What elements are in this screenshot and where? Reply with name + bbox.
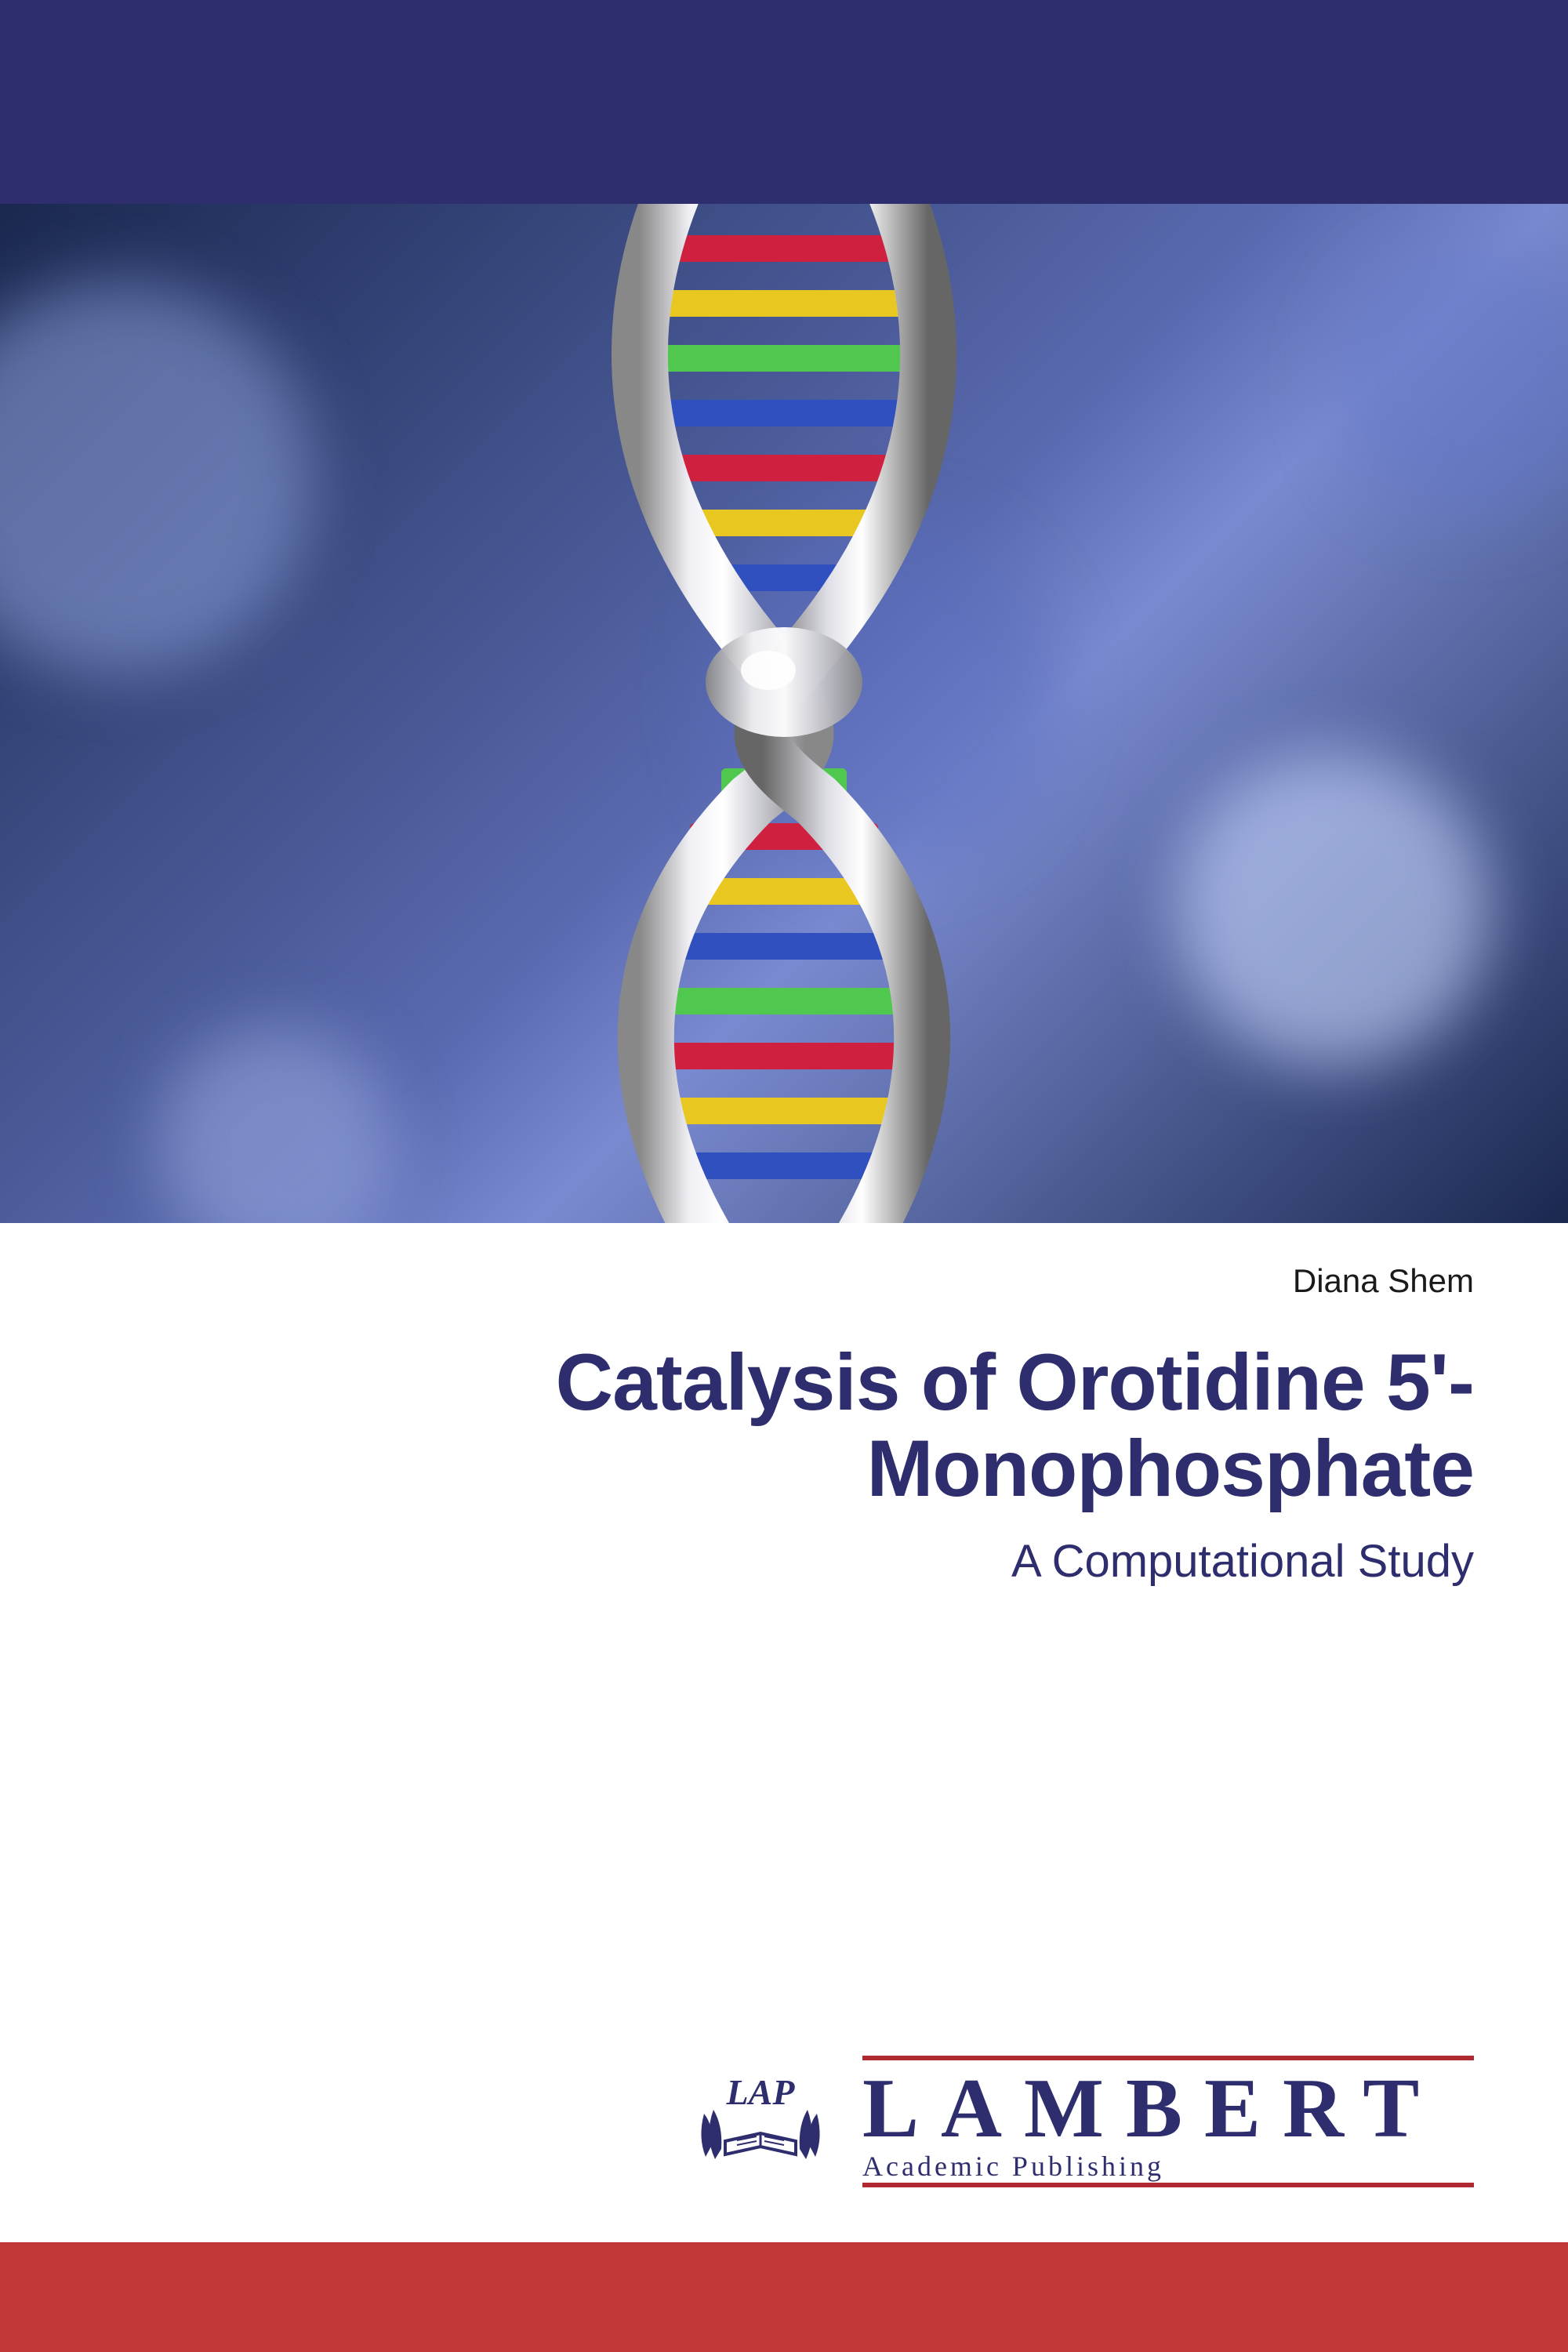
publisher-rule-bottom	[862, 2183, 1474, 2187]
book-subtitle: A Computational Study	[94, 1535, 1474, 1588]
author-name: Diana Shem	[94, 1262, 1474, 1300]
bokeh-blur	[1333, 243, 1568, 517]
bottom-red-bar	[0, 2242, 1568, 2352]
book-title: Catalysis of Orotidine 5'- Monophosphate	[94, 1339, 1474, 1512]
publisher-block: LAP LAMBERT Academic Publishing	[682, 2056, 1474, 2187]
cover-text-area: Diana Shem Catalysis of Orotidine 5'- Mo…	[0, 1223, 1568, 1588]
bokeh-blur	[157, 1027, 392, 1223]
publisher-text: LAMBERT Academic Publishing	[862, 2056, 1474, 2187]
publisher-tagline: Academic Publishing	[862, 2150, 1474, 2183]
title-line-1: Catalysis of Orotidine 5'-	[555, 1338, 1474, 1427]
dna-helix-icon	[470, 204, 1098, 1223]
title-line-2: Monophosphate	[866, 1424, 1474, 1513]
top-navy-bar	[0, 0, 1568, 204]
hero-dna-image	[0, 204, 1568, 1223]
bokeh-blur	[1176, 753, 1490, 1066]
bokeh-blur	[0, 282, 314, 674]
publisher-name: LAMBERT	[862, 2067, 1474, 2151]
logo-text: LAP	[726, 2072, 796, 2112]
publisher-rule-top	[862, 2056, 1474, 2060]
publisher-logo-icon: LAP	[682, 2067, 839, 2176]
